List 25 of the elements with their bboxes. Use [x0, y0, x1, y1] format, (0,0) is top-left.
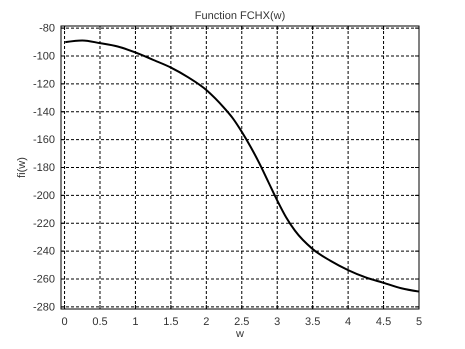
x-axis-title: w	[235, 328, 244, 340]
y-tick-label: -220	[32, 218, 55, 230]
x-tick-label: 4	[345, 316, 352, 328]
y-tick-label: -240	[32, 246, 55, 258]
x-tick-label: 3	[274, 316, 280, 328]
y-tick-label: -120	[32, 78, 55, 90]
x-tick-label: 0	[61, 316, 68, 328]
x-tick-label: 4.5	[376, 316, 392, 328]
y-tick-label: -100	[32, 50, 55, 62]
x-tick-label: 0.5	[92, 316, 108, 328]
x-tick-label: 2.5	[234, 316, 250, 328]
x-tick-label: 5	[416, 316, 422, 328]
x-tick-label: 1.5	[163, 316, 179, 328]
y-tick-label: -200	[32, 190, 55, 202]
y-tick-label: -260	[32, 274, 55, 286]
x-tick-label: 2	[203, 316, 210, 328]
y-tick-label: -280	[32, 301, 55, 314]
x-tick-label: 1	[132, 316, 138, 328]
chart-title: Function FCHX(w)	[194, 10, 286, 22]
y-tick-label: -80	[39, 22, 55, 35]
y-tick-label: -180	[32, 162, 55, 174]
y-axis-title: fi(w)	[16, 157, 28, 178]
x-tick-label: 3.5	[305, 316, 320, 328]
y-tick-label: -160	[32, 134, 55, 146]
y-tick-label: -140	[32, 106, 55, 118]
